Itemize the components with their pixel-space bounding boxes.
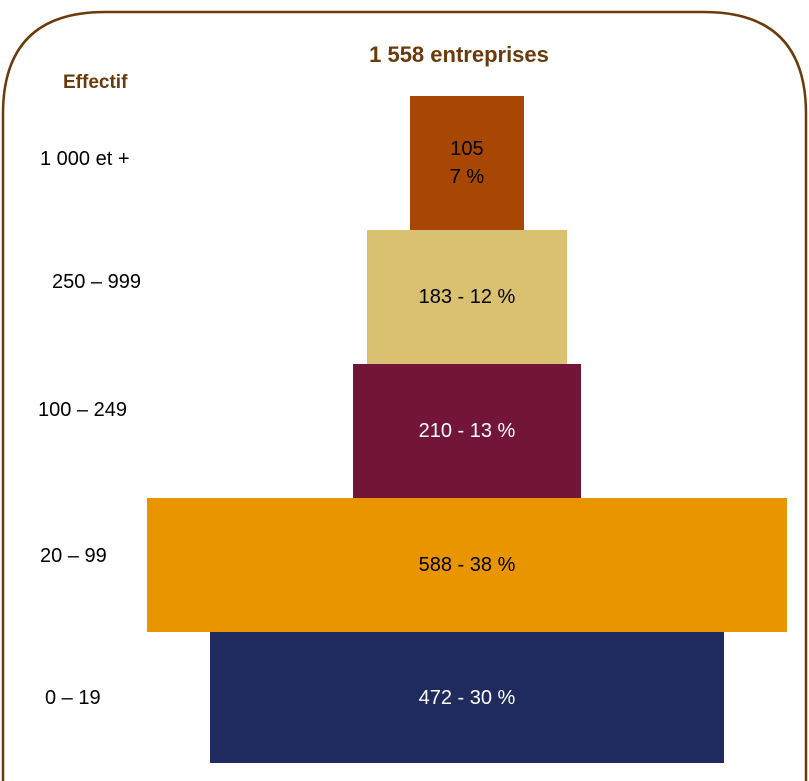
category-label-1: 1 000 et + <box>40 148 130 170</box>
category-label-3: 100 – 249 <box>38 399 127 421</box>
bar-label-5: 472 - 30 % <box>419 684 516 712</box>
bar-3: 210 - 13 % <box>352 364 582 498</box>
bar-label-4: 588 - 38 % <box>419 551 516 579</box>
bar-label-line: 210 - 13 % <box>418 420 516 442</box>
bar-label-2: 183 - 12 % <box>419 283 516 311</box>
category-label-4: 20 – 99 <box>40 545 107 567</box>
axis-title: Effectif <box>63 72 128 93</box>
bar-label-line: 183 - 12 % <box>418 286 516 308</box>
bar-1: 105 7 % <box>409 96 525 230</box>
bar-label-line: 7 % <box>449 166 485 188</box>
bar-5: 472 - 30 % <box>210 632 724 763</box>
chart-title: 1 558 entreprises <box>369 42 549 67</box>
bar-4: 588 - 38 % <box>147 498 787 632</box>
bar-label-3: 210 - 13 % <box>419 417 516 445</box>
bar-label-line: 105 <box>450 138 484 160</box>
bar-2: 183 - 12 % <box>367 230 567 364</box>
bar-label-line: 472 - 30 % <box>418 686 516 709</box>
category-label-2: 250 – 999 <box>52 271 141 293</box>
bar-label-1: 105 7 % <box>450 135 484 191</box>
bar-label-line: 588 - 38 % <box>418 554 516 576</box>
category-label-5: 0 – 19 <box>45 687 101 709</box>
